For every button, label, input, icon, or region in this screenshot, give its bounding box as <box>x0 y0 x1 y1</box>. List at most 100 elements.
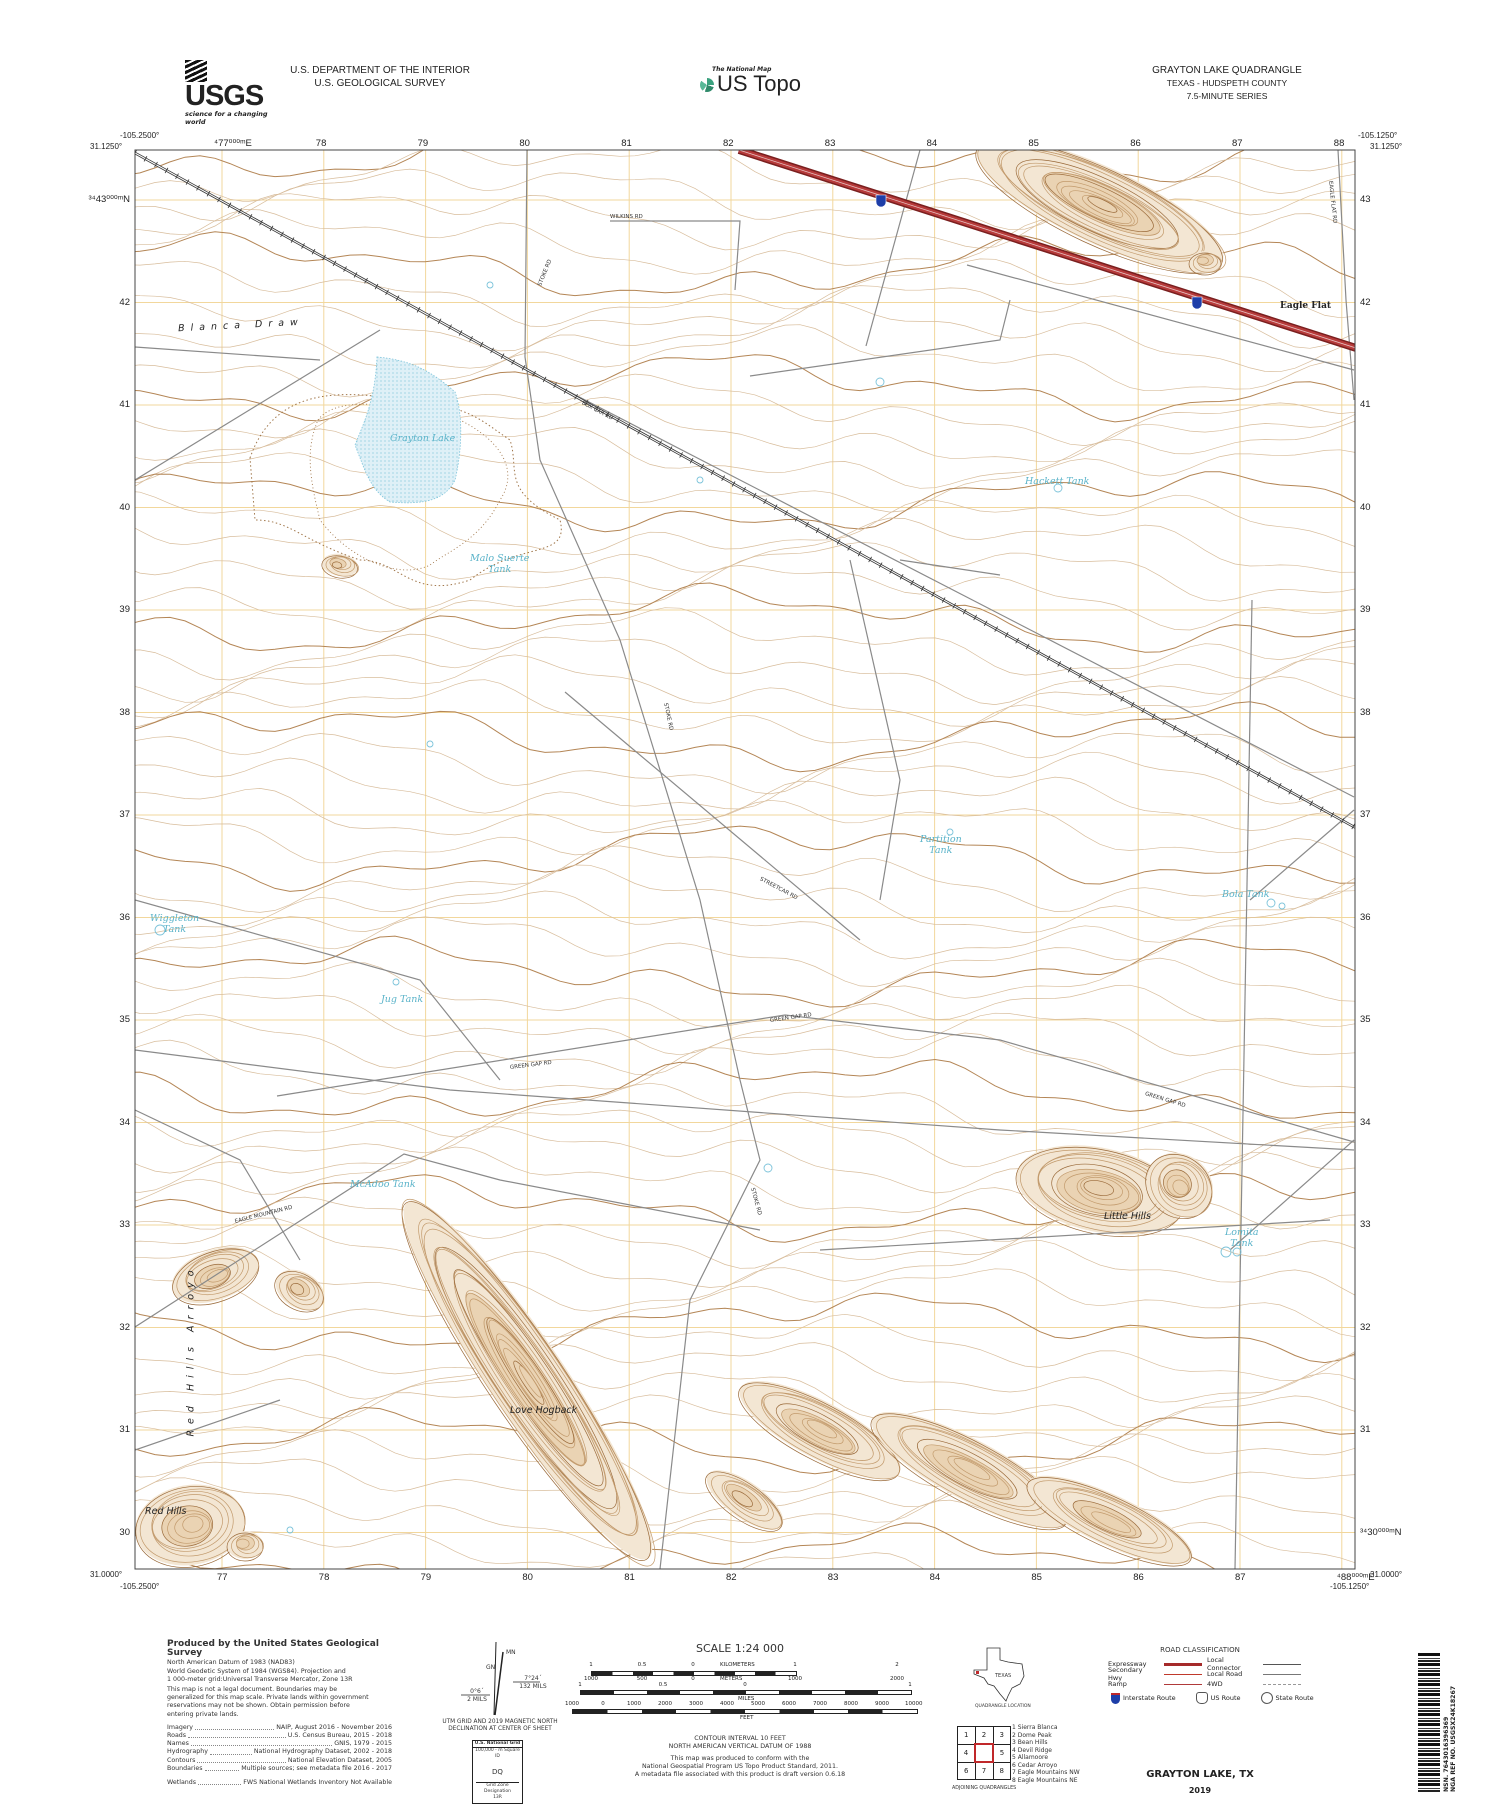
road <box>276 1014 1355 1143</box>
adjoining-cell: 4 <box>957 1743 976 1763</box>
northing-label-right: 42 <box>1360 296 1371 308</box>
route-shield-legend: Interstate Route US Route State Route <box>1111 1692 1314 1704</box>
northing-label-left: 30 <box>119 1526 130 1538</box>
datum-line: North American Datum of 1983 (NAD83) <box>167 1659 295 1667</box>
adjoining-cell: 7 <box>974 1761 994 1780</box>
credit-source: U.S. Census Bureau, 2015 - 2018 <box>287 1732 392 1740</box>
northing-label-right: 40 <box>1360 501 1371 513</box>
easting-label-top: 78 <box>315 138 327 149</box>
map-neatline <box>134 149 1356 1570</box>
road-legend-row: Local Connector <box>1207 1656 1311 1672</box>
road <box>849 559 901 901</box>
credit-row: Roads U.S. Census Bureau, 2015 - 2018 <box>167 1732 392 1740</box>
easting-label-top: 82 <box>723 138 734 149</box>
contour <box>135 1477 1355 1551</box>
disclaimer-line: generalized for this map scale. Private … <box>167 1694 369 1702</box>
credit-source: National Hydrography Dataset, 2002 - 201… <box>253 1748 392 1756</box>
current-quadrangle-cell <box>974 1743 994 1763</box>
interstate-shield-icon <box>875 194 1203 310</box>
scale-tick: 5000 <box>751 1701 765 1707</box>
index-contour <box>135 471 1355 533</box>
interstate-10 <box>737 150 1355 352</box>
local-roads <box>135 150 1355 1569</box>
credit-label: Imagery <box>167 1723 194 1731</box>
little-hills-west <box>1015 1145 1185 1238</box>
road-legend-label: 4WD <box>1207 1680 1223 1688</box>
contour-lines <box>135 150 1355 1569</box>
interstate-route-icon <box>1111 1692 1120 1704</box>
contour <box>135 517 1355 580</box>
easting-label-top: 87 <box>1232 138 1243 149</box>
northing-label-left: 42 <box>119 296 130 308</box>
contour <box>135 1392 1355 1450</box>
northing-label-left: 36 <box>119 911 130 923</box>
southern-ridge-2 <box>870 1411 1069 1531</box>
standard-line: This map was produced to conform with th… <box>670 1755 810 1762</box>
northing-label-right: 38 <box>1360 706 1371 718</box>
scale-tick: 6000 <box>782 1701 796 1707</box>
northing-label-right: 31 <box>1360 1424 1371 1435</box>
contour <box>135 301 1355 373</box>
contour-datum: CONTOUR INTERVAL 10 FEET NORTH AMERICAN V… <box>668 1735 812 1751</box>
label-mcadoo-tank: McAdoo Tank <box>350 1179 416 1190</box>
red-hills <box>135 1484 246 1568</box>
scale-tick: 4000 <box>720 1701 734 1707</box>
credit-source: Multiple sources; see metadata file 2016… <box>241 1764 392 1772</box>
corner-top-right-lat: 31.1250° <box>1370 142 1403 151</box>
credit-row: Names GNIS, 1979 - 2015 <box>167 1740 392 1748</box>
intermittent-lake-inner <box>309 403 509 571</box>
credit-row: Contours National Elevation Dataset, 2005 <box>167 1757 392 1765</box>
usgs-logo: USGS science for a changing world <box>185 60 275 126</box>
road-legend-label: Local Connector <box>1207 1656 1241 1672</box>
road <box>135 1153 761 1328</box>
us-topo-logo: The National Map US Topo <box>700 66 801 95</box>
adjoining-cell: 6 <box>957 1761 976 1780</box>
adjoining-cell: 5 <box>992 1743 1011 1763</box>
scale-tick: 0.5 <box>658 1682 668 1688</box>
scale-tick: 1 <box>578 1682 582 1688</box>
production-notes: Produced by the United States Geological… <box>167 1639 407 1787</box>
easting-label-top: ⁴77⁰⁰⁰ᵐE <box>214 138 252 149</box>
adjoining-quad-name: 8 Eagle Mountains NE <box>1012 1776 1078 1784</box>
contour <box>135 751 1355 814</box>
standard-line: A metadata file associated with this pro… <box>634 1771 846 1779</box>
datum-line: World Geodetic System of 1984 (WGS84). P… <box>167 1667 346 1675</box>
road-legend-left: Expressway Secondary Hwy Ramp <box>1108 1659 1212 1689</box>
road <box>1249 809 1355 901</box>
contour <box>135 1082 1355 1147</box>
northing-label-left: 41 <box>119 399 130 410</box>
credit-label: Roads <box>167 1732 187 1740</box>
label-jug-tank: Jug Tank <box>381 994 424 1005</box>
contour <box>135 733 1355 795</box>
label-red-hills-arroyo: Red Hills Arroyo <box>185 1264 197 1437</box>
easting-label-bottom: 83 <box>827 1572 839 1583</box>
standard-line: National Geospatial Program US Topo Prod… <box>641 1763 839 1771</box>
easting-label-top: 81 <box>621 138 632 149</box>
road <box>610 220 741 291</box>
road <box>564 691 861 941</box>
miles-bar <box>580 1690 912 1695</box>
road <box>524 368 1355 798</box>
quad-title: GRAYTON LAKE QUADRANGLE <box>1152 65 1302 76</box>
scale-tick: 500 <box>636 1676 648 1682</box>
northing-label-left: 38 <box>119 706 130 718</box>
label-hackett-tank: Hackett Tank <box>1025 476 1090 487</box>
contour <box>135 957 1355 1028</box>
adjoining-cell: 2 <box>974 1726 994 1745</box>
corner-bottom-left-lon: -105.2500° <box>120 1582 160 1591</box>
disclaimer-line: This map is not a legal document. Bounda… <box>167 1686 338 1694</box>
label-love-hogback: Love Hogback <box>510 1405 578 1416</box>
northing-label-left: 40 <box>119 501 130 513</box>
road-legend-label: Secondary Hwy <box>1108 1666 1143 1682</box>
scale-tick: 2 <box>895 1662 899 1668</box>
east-declination: 7°24´ 132 MILS <box>519 1675 547 1691</box>
road <box>135 329 381 481</box>
credit-label: Hydrography <box>167 1748 208 1756</box>
scale-tick: 1000 <box>788 1676 802 1682</box>
label-lomita-tank: Lomita Tank <box>1225 1227 1259 1249</box>
easting-label-bottom: 82 <box>726 1572 737 1583</box>
texas-label: TEXAS <box>995 1673 1012 1679</box>
scale-tick: 0 <box>691 1676 695 1682</box>
contour <box>135 1313 1355 1381</box>
